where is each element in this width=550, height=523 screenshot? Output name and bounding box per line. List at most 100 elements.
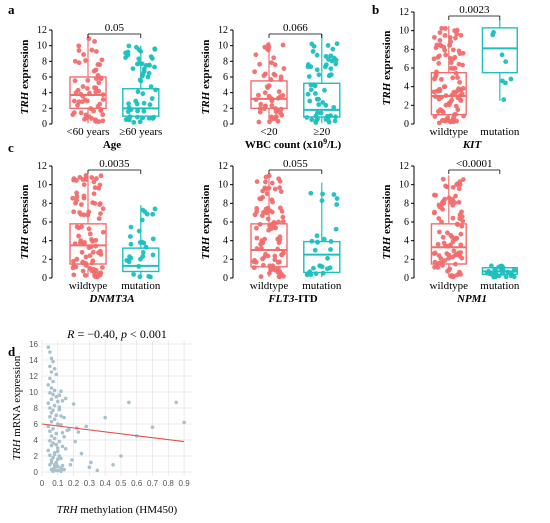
- data-point: [275, 259, 281, 265]
- data-point: [73, 178, 79, 183]
- data-point: [140, 207, 146, 213]
- x-category-label: wildtype: [69, 280, 108, 292]
- data-point: [119, 454, 123, 458]
- y-axis-label-rest: expression: [19, 185, 31, 237]
- data-point: [70, 258, 76, 264]
- data-point: [440, 262, 445, 268]
- x-axis-label: KIT: [462, 139, 483, 151]
- x-axis-label-tail: /L): [326, 139, 341, 151]
- data-point: [442, 47, 448, 53]
- y-tick-label: 8: [42, 56, 47, 67]
- data-point: [54, 431, 59, 436]
- data-point: [267, 119, 272, 125]
- data-point: [68, 463, 73, 467]
- data-point: [275, 118, 281, 124]
- data-point: [96, 80, 102, 86]
- data-point: [508, 273, 514, 279]
- data-point: [456, 61, 462, 67]
- data-point: [141, 108, 147, 114]
- y-tick-label: 0: [404, 273, 409, 284]
- data-point: [72, 241, 78, 247]
- data-point: [433, 94, 438, 99]
- data-point: [87, 265, 93, 271]
- y-tick-label: 0: [34, 468, 39, 477]
- data-point: [126, 105, 132, 111]
- data-point: [445, 230, 450, 236]
- y-tick-label: 2: [42, 254, 47, 265]
- data-point: [308, 272, 314, 278]
- y-tick-label: 6: [404, 217, 409, 228]
- x-axis-label: DNMT3A: [88, 293, 134, 305]
- data-point: [74, 224, 80, 230]
- data-point: [128, 224, 134, 230]
- data-point: [93, 49, 99, 54]
- y-axis-label: TRH expression: [19, 185, 31, 260]
- data-point: [141, 69, 147, 74]
- data-point: [458, 231, 464, 237]
- data-point: [49, 411, 54, 415]
- data-point: [442, 258, 448, 263]
- panel-letter-c: c: [8, 140, 14, 155]
- y-tick-label: 12: [218, 25, 228, 36]
- data-point: [455, 181, 461, 187]
- data-point: [76, 430, 81, 434]
- data-point: [82, 97, 88, 103]
- data-point: [147, 102, 153, 108]
- data-point: [439, 108, 445, 114]
- data-point: [48, 429, 52, 434]
- data-point: [439, 219, 444, 225]
- data-point: [452, 90, 458, 96]
- data-point: [150, 116, 156, 121]
- y-axis-label-rest: expression: [200, 40, 212, 92]
- data-point: [49, 356, 54, 361]
- p-value-label: 0.066: [283, 22, 308, 34]
- data-point: [71, 98, 77, 104]
- data-point: [71, 110, 77, 116]
- data-point: [307, 98, 313, 104]
- y-tick-label: 10: [37, 180, 47, 191]
- data-point: [48, 391, 52, 395]
- data-point: [453, 70, 459, 76]
- x-axis-label-main: FLT3: [267, 293, 295, 305]
- data-point: [85, 77, 91, 83]
- data-point: [140, 91, 146, 97]
- data-point: [72, 78, 78, 84]
- data-point: [459, 223, 465, 229]
- data-point: [451, 248, 457, 254]
- data-point: [276, 89, 282, 95]
- data-point: [259, 246, 264, 251]
- x-category-label: ≥60 years: [119, 126, 162, 138]
- data-point: [503, 59, 509, 65]
- data-point: [448, 199, 453, 205]
- data-point: [306, 74, 312, 79]
- data-point: [253, 97, 259, 103]
- data-point: [62, 435, 66, 439]
- data-point: [445, 268, 450, 274]
- data-point: [309, 41, 315, 47]
- data-point: [59, 414, 63, 418]
- data-point: [278, 189, 284, 194]
- data-point: [254, 235, 260, 241]
- data-point: [325, 255, 330, 261]
- y-axis-label-gene: TRH: [11, 438, 23, 460]
- data-point: [62, 415, 66, 420]
- data-point: [73, 439, 77, 444]
- data-point: [85, 212, 91, 218]
- data-point: [49, 434, 54, 438]
- y-axis-label-gene: TRH: [200, 236, 212, 259]
- data-point: [67, 427, 71, 432]
- data-point: [52, 463, 57, 467]
- y-axis-label: TRH expression: [200, 40, 212, 115]
- data-point: [91, 191, 97, 197]
- data-point: [492, 266, 498, 272]
- data-point: [48, 439, 52, 443]
- y-tick-label: 12: [37, 161, 47, 172]
- y-tick-label: 2: [404, 100, 409, 111]
- data-point: [57, 439, 62, 444]
- data-point: [93, 267, 99, 273]
- data-point: [459, 91, 465, 97]
- data-point: [432, 75, 438, 81]
- data-point: [500, 78, 505, 84]
